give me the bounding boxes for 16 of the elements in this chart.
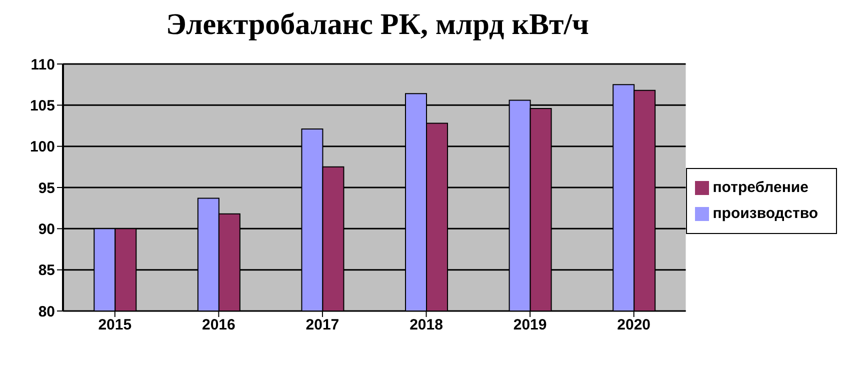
y-tick-label: 95 xyxy=(38,180,55,197)
legend-label: производство xyxy=(712,205,818,222)
chart-title: Электробаланс РК, млрд кВт/ч xyxy=(165,8,590,42)
y-tick-label: 100 xyxy=(30,138,55,156)
y-tick-label: 105 xyxy=(30,97,55,114)
x-tick-label: 2019 xyxy=(513,316,547,334)
legend-label: потребление xyxy=(712,179,808,196)
x-tick-label: 2018 xyxy=(410,316,443,334)
y-tick-label: 90 xyxy=(38,220,55,238)
y-tick-label: 110 xyxy=(30,56,55,74)
x-tick-label: 2020 xyxy=(617,316,651,334)
x-tick-label: 2016 xyxy=(202,316,236,334)
x-tick-label: 2017 xyxy=(306,316,340,334)
y-tick-label: 85 xyxy=(38,262,55,280)
y-tick-label: 80 xyxy=(38,303,55,320)
x-tick-label: 2015 xyxy=(98,316,132,334)
